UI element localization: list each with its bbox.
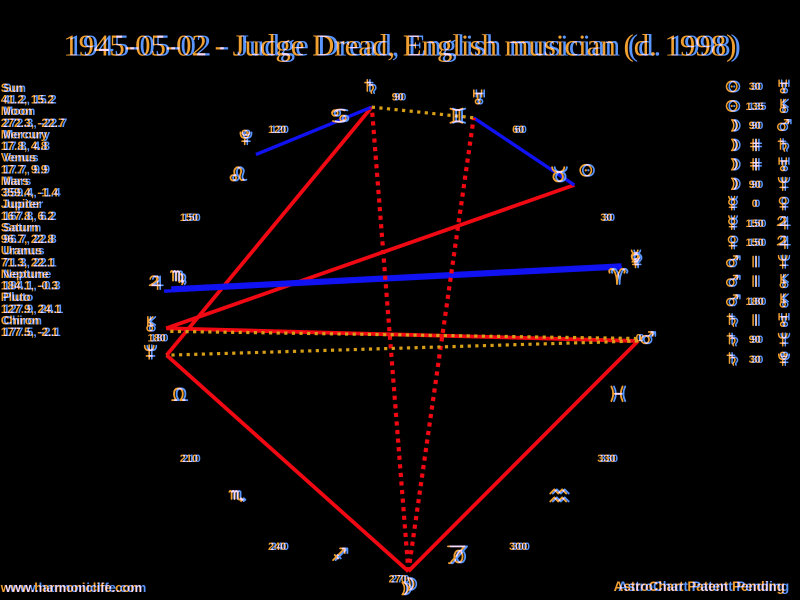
svg-text:Chiron: Chiron (1, 313, 40, 327)
svg-text:Saturn: Saturn (1, 220, 39, 234)
svg-text:Pluto: Pluto (1, 290, 31, 304)
svg-text:www.harmoniclife.com: www.harmoniclife.com (0, 580, 142, 595)
svg-text:Sun: Sun (3, 81, 26, 95)
svg-text:Neptune: Neptune (1, 267, 49, 281)
svg-text:184.1, -0.3: 184.1, -0.3 (1, 279, 59, 293)
svg-text:30: 30 (751, 81, 763, 93)
svg-text:1945-05-02 - Judge Dread, Engl: 1945-05-02 - Judge Dread, English musici… (63, 29, 736, 63)
svg-text:Chiron: Chiron (3, 313, 42, 327)
svg-text:Venus: Venus (1, 151, 37, 165)
svg-text:17.8, 4.8: 17.8, 4.8 (1, 139, 48, 153)
svg-text:0: 0 (636, 333, 642, 345)
svg-text:90: 90 (749, 120, 761, 132)
svg-text:0: 0 (752, 198, 758, 210)
svg-text:96.7, 22.8: 96.7, 22.8 (3, 232, 57, 246)
svg-text:240: 240 (268, 541, 286, 553)
svg-text:17.7, 9.9: 17.7, 9.9 (3, 162, 50, 176)
svg-text:150: 150 (748, 237, 766, 249)
svg-text:Jupiter: Jupiter (1, 197, 41, 211)
svg-text:184.1, -0.3: 184.1, -0.3 (3, 279, 61, 293)
svg-text:Jupiter: Jupiter (3, 197, 43, 211)
svg-text:www.harmoniclife.com: www.harmoniclife.com (4, 580, 146, 595)
svg-text:330: 330 (600, 453, 618, 465)
svg-text:177.5, -2.1: 177.5, -2.1 (3, 325, 61, 339)
svg-text:180: 180 (748, 296, 766, 308)
svg-text:272.3, -22.7: 272.3, -22.7 (3, 116, 67, 130)
svg-text:60: 60 (515, 124, 527, 136)
svg-text:240: 240 (271, 541, 289, 553)
svg-text:Moon: Moon (3, 104, 35, 118)
svg-text:Sun: Sun (1, 81, 24, 95)
svg-text:41.2, 15.2: 41.2, 15.2 (1, 93, 55, 107)
svg-text:Venus: Venus (3, 151, 39, 165)
svg-text:330: 330 (597, 453, 615, 465)
svg-text:41.2, 15.2: 41.2, 15.2 (3, 93, 57, 107)
svg-text:Uranus: Uranus (1, 244, 43, 258)
svg-text:0: 0 (638, 333, 644, 345)
svg-text:Mars: Mars (3, 174, 31, 188)
svg-text:30: 30 (749, 354, 761, 366)
svg-text:96.7, 22.8: 96.7, 22.8 (1, 232, 55, 246)
svg-text:150: 150 (180, 212, 198, 224)
svg-text:180: 180 (150, 333, 168, 345)
svg-text:300: 300 (509, 541, 527, 553)
svg-text:Mars: Mars (1, 174, 29, 188)
svg-text:71.3, 22.1: 71.3, 22.1 (3, 255, 57, 269)
svg-text:150: 150 (746, 218, 764, 230)
svg-text:120: 120 (271, 124, 289, 136)
svg-text:60: 60 (512, 124, 524, 136)
svg-text:90: 90 (392, 92, 404, 104)
svg-text:Neptune: Neptune (3, 267, 51, 281)
svg-text:17.8, 4.8: 17.8, 4.8 (3, 139, 50, 153)
svg-text:180: 180 (746, 296, 764, 308)
svg-text:71.3, 22.1: 71.3, 22.1 (1, 255, 55, 269)
svg-text:Mercury: Mercury (1, 128, 48, 142)
svg-text:1945-05-02 - Judge Dread, Engl: 1945-05-02 - Judge Dread, English musici… (68, 29, 741, 63)
svg-text:Pluto: Pluto (3, 290, 33, 304)
svg-text:150: 150 (746, 237, 764, 249)
svg-text:AstroChart Patent Pending: AstroChart Patent Pending (614, 579, 785, 594)
svg-text:359.4, -1.4: 359.4, -1.4 (1, 186, 59, 200)
svg-text:135: 135 (746, 101, 764, 113)
svg-text:210: 210 (180, 453, 198, 465)
svg-text:359.4, -1.4: 359.4, -1.4 (3, 186, 61, 200)
svg-text:Uranus: Uranus (3, 244, 45, 258)
svg-text:120: 120 (268, 124, 286, 136)
svg-text:90: 90 (749, 334, 761, 346)
svg-text:150: 150 (748, 218, 766, 230)
svg-text:30: 30 (600, 212, 612, 224)
svg-text:150: 150 (182, 212, 200, 224)
svg-text:90: 90 (751, 120, 763, 132)
svg-text:90: 90 (751, 334, 763, 346)
svg-text:177.5, -2.1: 177.5, -2.1 (1, 325, 59, 339)
svg-text:167.8, 6.2: 167.8, 6.2 (1, 209, 55, 223)
svg-text:272.3, -22.7: 272.3, -22.7 (1, 116, 65, 130)
svg-text:30: 30 (751, 354, 763, 366)
svg-text:127.9, 24.1: 127.9, 24.1 (1, 302, 61, 316)
svg-text:210: 210 (182, 453, 200, 465)
svg-text:Moon: Moon (1, 104, 33, 118)
svg-text:90: 90 (749, 179, 761, 191)
svg-text:AstroChart Patent Pending: AstroChart Patent Pending (618, 579, 789, 594)
svg-text:Mercury: Mercury (3, 128, 50, 142)
svg-text:270: 270 (391, 574, 409, 586)
svg-text:167.8, 6.2: 167.8, 6.2 (3, 209, 57, 223)
svg-text:135: 135 (748, 101, 766, 113)
svg-text:30: 30 (603, 212, 615, 224)
svg-text:90: 90 (394, 92, 406, 104)
svg-text:30: 30 (749, 81, 761, 93)
svg-text:Saturn: Saturn (3, 220, 41, 234)
svg-text:300: 300 (512, 541, 530, 553)
svg-text:17.7, 9.9: 17.7, 9.9 (1, 162, 48, 176)
svg-text:180: 180 (148, 333, 166, 345)
svg-text:0: 0 (754, 198, 760, 210)
svg-text:90: 90 (751, 179, 763, 191)
svg-text:127.9, 24.1: 127.9, 24.1 (3, 302, 63, 316)
